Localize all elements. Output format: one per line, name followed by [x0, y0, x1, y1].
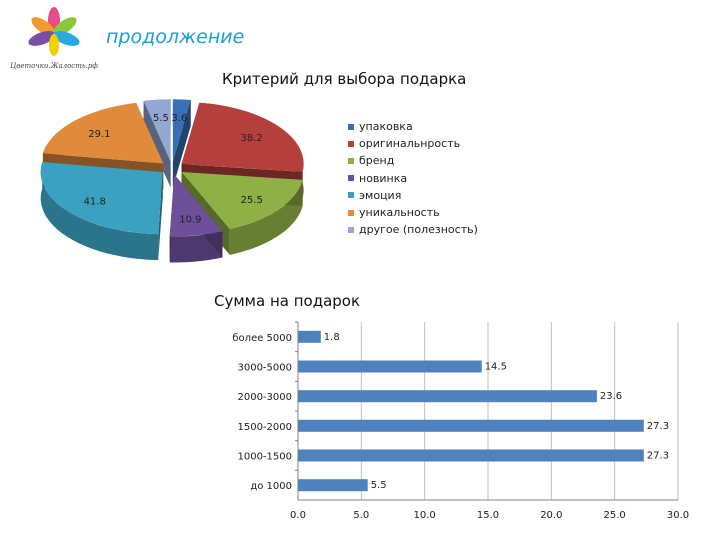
pie-chart: 3.6 38.2 25.5 10.9 41.8 29.1 5.5	[40, 99, 304, 263]
x-tick-label: 10.0	[414, 510, 436, 521]
legend-label: другое (полезность)	[359, 223, 478, 237]
bar	[298, 419, 644, 432]
pie-data-label: 41.8	[84, 196, 106, 207]
y-category-label: 3000-5000	[237, 363, 292, 374]
bar-chart-title: Сумма на подарок	[214, 292, 361, 310]
pie-data-label: 10.9	[179, 214, 201, 225]
x-tick-label: 0.0	[290, 510, 306, 521]
pie-data-label: 38.2	[240, 133, 262, 144]
legend-label: эмоция	[359, 188, 402, 202]
bar	[298, 330, 321, 343]
pie-slice	[42, 103, 164, 164]
pie-slice-edge	[172, 100, 191, 188]
pie-data-label: 29.1	[88, 129, 110, 140]
legend-swatch	[348, 157, 354, 164]
legend-swatch	[348, 192, 354, 199]
pie-slice-side	[40, 162, 159, 261]
legend-label: бренд	[359, 154, 395, 168]
bar-data-label: 27.3	[647, 451, 669, 462]
pie-slice	[169, 174, 223, 237]
bar-data-label: 5.5	[371, 480, 387, 491]
legend-item: оригинальнрость	[348, 135, 478, 152]
legend-swatch	[348, 140, 354, 147]
pie-legend: упаковка оригинальнрость бренд новинка э…	[348, 118, 478, 238]
bar-data-label: 27.3	[647, 421, 669, 432]
x-tick-label: 30.0	[667, 510, 689, 521]
bar	[298, 479, 368, 492]
page-subtitle: продолжение	[106, 26, 245, 48]
legend-label: упаковка	[359, 120, 413, 134]
y-category-label: 2000-3000	[237, 392, 292, 403]
y-category-label: 1000-1500	[237, 452, 292, 463]
legend-item: новинка	[348, 170, 478, 187]
legend-item: другое (полезность)	[348, 221, 478, 238]
y-category-label: 1500-2000	[237, 422, 292, 433]
pie-slice	[40, 162, 163, 235]
legend-item: уникальность	[348, 204, 478, 221]
bar	[298, 449, 644, 462]
y-category-label: до 1000	[250, 481, 292, 492]
pie-slice	[172, 99, 191, 162]
bar-data-label: 1.8	[324, 332, 340, 343]
legend-label: оригинальнрость	[359, 137, 461, 151]
bar	[298, 390, 597, 403]
pie-slice-edge	[143, 100, 171, 188]
pie-slice-side	[229, 179, 303, 255]
legend-swatch	[348, 123, 354, 130]
x-tick-label: 15.0	[477, 510, 499, 521]
bar-data-label: 14.5	[485, 362, 507, 373]
legend-item: эмоция	[348, 187, 478, 204]
legend-item: упаковка	[348, 118, 478, 135]
bar-chart: 0.0 5.0 10.0 15.0 20.0 25.0 30.0 более 5000 1.8 3…	[232, 321, 689, 521]
x-tick-label: 20.0	[540, 510, 562, 521]
logo-text: Цветочки.Жалость.рф	[10, 62, 98, 70]
y-category-label: более 5000	[232, 333, 292, 344]
x-tick-label: 5.0	[353, 510, 369, 521]
logo-flower-icon: Цветочки.Жалость.рф	[10, 7, 98, 70]
legend-swatch	[348, 226, 354, 233]
legend-swatch	[348, 175, 354, 182]
pie-data-label: 5.5	[153, 113, 169, 124]
pie-slice	[143, 99, 171, 162]
legend-label: уникальность	[359, 206, 440, 220]
pie-chart-title: Критерий для выбора подарка	[222, 70, 467, 88]
x-tick-label: 25.0	[604, 510, 626, 521]
bar-data-label: 23.6	[600, 391, 622, 402]
pie-data-label: 25.5	[241, 195, 263, 206]
pie-data-label: 3.6	[171, 113, 187, 124]
pie-slice	[181, 102, 304, 172]
legend-item: бренд	[348, 152, 478, 169]
bar	[298, 360, 482, 373]
pie-slice	[181, 171, 303, 229]
legend-swatch	[348, 209, 354, 216]
legend-label: новинка	[359, 171, 408, 185]
